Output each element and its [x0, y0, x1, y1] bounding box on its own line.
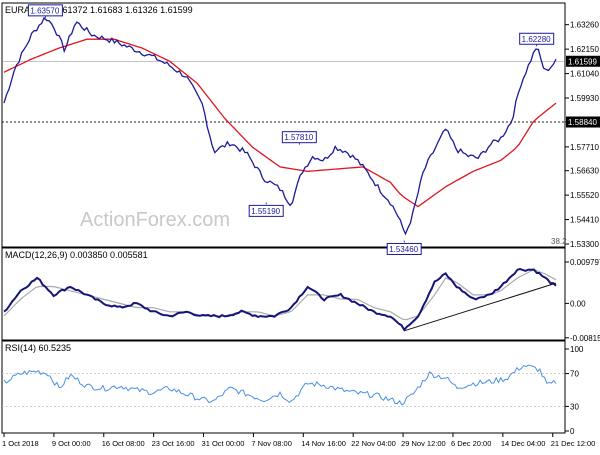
macd-panel-frame — [1, 247, 566, 341]
macd-label: MACD(12,26,9) 0.003850 0.005581 — [5, 250, 148, 260]
macd-tick-label: 0.009797 — [570, 258, 600, 267]
price-tick-label: 1.55520 — [570, 191, 599, 200]
annotation-label: 1.55190 — [251, 207, 280, 216]
time-tick-label: 16 Oct 08:00 — [102, 439, 145, 448]
macd-line — [3, 267, 557, 332]
price-line — [3, 16, 557, 236]
price-annotations: 1.63570 1.55190 1.57810 1.53460 1.62280 — [27, 4, 555, 255]
price-tick-label: 1.56630 — [570, 167, 599, 176]
price-tick-label: 1.57710 — [570, 143, 599, 152]
rsi-tick-label: 30 — [570, 402, 579, 411]
annotation-label: 1.53460 — [389, 245, 418, 254]
macd-tick-label: 0.00 — [570, 299, 586, 308]
time-tick-label: 6 Dec 20:00 — [451, 439, 491, 448]
macd-axis: 0.009797 0.00 -0.008152 — [565, 258, 600, 343]
time-tick-label: 14 Nov 16:00 — [301, 439, 346, 448]
price-tick-label: 1.53300 — [570, 240, 599, 249]
level-price-label: 1.58840 — [566, 116, 600, 128]
time-tick-label: 7 Nov 08:00 — [251, 439, 291, 448]
annotation-box — [27, 4, 63, 17]
current-price-label: 1.61599 — [566, 55, 600, 67]
annotation-box — [281, 131, 317, 144]
rsi-label: RSI(14) 60.5235 — [5, 343, 71, 353]
rsi-panel-frame — [1, 340, 566, 434]
fib-label: 38.2 — [551, 237, 567, 246]
annotation-box — [248, 204, 284, 217]
annotation-label: 1.62280 — [522, 35, 551, 44]
annotation-label: 1.63570 — [30, 6, 59, 15]
time-axis: 1 Oct 2018 9 Oct 00:00 16 Oct 08:00 23 Oct … — [2, 433, 595, 448]
moving-average-line — [3, 38, 557, 208]
time-tick-label: 22 Nov 04:00 — [351, 439, 396, 448]
rsi-tick-label: 70 — [570, 370, 579, 379]
time-tick-label: 23 Oct 16:00 — [152, 439, 195, 448]
annotation-box — [386, 242, 422, 255]
macd-signal-line — [3, 269, 557, 321]
macd-tick-label: -0.008152 — [570, 334, 600, 343]
svg-text:1.58840: 1.58840 — [568, 118, 597, 127]
price-panel-frame — [1, 2, 566, 248]
svg-text:1.61599: 1.61599 — [568, 57, 597, 66]
price-tick-label: 1.54410 — [570, 216, 599, 225]
annotation-label: 1.57810 — [284, 133, 313, 142]
price-ohlc: 1.61372 1.61683 1.61326 1.61599 — [55, 5, 193, 15]
time-tick-label: 9 Oct 00:00 — [52, 439, 91, 448]
rsi-line — [3, 364, 557, 406]
time-tick-label: 21 Dec 12:00 — [551, 439, 596, 448]
macd-trendline — [404, 282, 557, 332]
rsi-axis: 100 70 30 0 — [2, 345, 584, 436]
time-tick-label: 1 Oct 2018 — [2, 439, 39, 448]
time-tick-label: 14 Dec 04:00 — [501, 439, 546, 448]
price-tick-label: 1.62150 — [570, 45, 599, 54]
annotation-box — [519, 32, 555, 45]
watermark: ActionForex.com — [80, 209, 230, 231]
rsi-tick-label: 100 — [570, 345, 584, 354]
time-tick-label: 31 Oct 00:00 — [202, 439, 245, 448]
price-tick-label: 1.63260 — [570, 21, 599, 30]
time-tick-label: 29 Nov 12:00 — [401, 439, 446, 448]
price-tick-label: 1.59930 — [570, 94, 599, 103]
price-tick-label: 1.61040 — [570, 70, 599, 79]
rsi-tick-label: 0 — [570, 427, 575, 436]
